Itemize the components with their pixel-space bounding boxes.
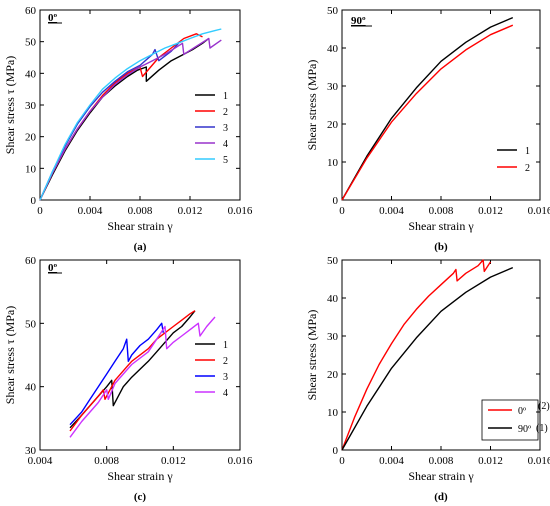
y-tick-label: 10: [327, 157, 339, 169]
legend-label: 4: [223, 139, 228, 150]
legend-label: 3: [223, 123, 228, 134]
x-tick-label: 0: [339, 455, 345, 467]
x-tick-label: 0: [339, 205, 345, 217]
legend-label: 5: [223, 155, 228, 166]
x-tick-label: 0.008: [429, 455, 454, 467]
y-tick-label: 0: [31, 195, 37, 207]
legend-label: 1: [525, 146, 530, 157]
series-line-5: [39, 28, 222, 201]
series-line-2: [341, 266, 514, 451]
legend-note: (1): [536, 423, 548, 434]
legend-label: 1: [223, 91, 228, 102]
x-tick-label: 0: [37, 205, 43, 217]
legend-label: 2: [223, 107, 228, 118]
x-tick-label: 0.012: [161, 455, 186, 467]
y-tick-label: 30: [25, 445, 37, 457]
y-tick-label: 30: [327, 331, 339, 343]
y-tick-label: 0: [333, 445, 339, 457]
x-axis-label: Shear strain γ: [408, 469, 474, 483]
legend-label: 4: [223, 388, 228, 399]
y-tick-label: 30: [25, 100, 37, 112]
y-tick-label: 20: [25, 132, 37, 144]
series-line-2: [39, 33, 203, 201]
y-tick-label: 40: [25, 68, 37, 80]
plot-frame: [341, 9, 541, 201]
y-tick-label: 60: [25, 5, 37, 17]
plot-frame: [39, 9, 241, 201]
series-line-1: [39, 37, 210, 201]
y-tick-label: 50: [327, 5, 339, 17]
series-line-3: [39, 41, 181, 201]
x-tick-label: 0.012: [178, 205, 203, 217]
x-tick-label: 0.016: [228, 455, 253, 467]
x-axis-label: Shear strain γ: [107, 469, 173, 483]
x-tick-label: 0.012: [478, 205, 503, 217]
legend-label: 2: [525, 163, 530, 174]
series-line-3: [69, 322, 164, 426]
y-tick-label: 10: [25, 163, 37, 175]
x-tick-label: 0.016: [528, 455, 550, 467]
x-axis-label: Shear strain γ: [408, 219, 474, 233]
y-tick-label: 50: [327, 255, 339, 267]
x-axis-label: Shear strain γ: [107, 219, 173, 233]
x-tick-label: 0.008: [94, 455, 119, 467]
chart-panel-2: 0 0.004 0.008 0.012 0.016 0 10 20 30 40 50 Shear st…: [305, 5, 550, 253]
y-axis-label: Shear stress τ (MPa): [3, 56, 17, 154]
y-axis-label: Shear stress τ (MPa): [3, 306, 17, 404]
y-tick-label: 50: [25, 37, 37, 49]
series-line-1: [69, 310, 196, 429]
y-tick-label: 60: [25, 255, 37, 267]
series-line-2: [341, 24, 514, 201]
legend-box: [481, 399, 539, 441]
y-tick-label: 50: [25, 318, 37, 330]
y-tick-label: 0: [333, 195, 339, 207]
legend-label: 1: [223, 340, 228, 351]
panel-label: (c): [134, 491, 147, 503]
x-tick-label: 0.016: [528, 205, 550, 217]
y-tick-label: 40: [327, 43, 339, 55]
y-tick-label: 40: [25, 382, 37, 394]
y-tick-label: 40: [327, 293, 339, 305]
y-tick-label: 10: [327, 407, 339, 419]
chart-panel-1: 0 0.004 0.008 0.012 0.016 0 10 20 30 40 50 60 Shear …: [3, 5, 253, 253]
series-line-4: [39, 37, 222, 201]
x-tick-label: 0.004: [28, 455, 53, 467]
x-tick-label: 0.004: [78, 205, 103, 217]
y-tick-label: 20: [327, 369, 339, 381]
panel-title: 90º: [351, 15, 366, 27]
panel-title: 0º: [48, 12, 58, 24]
series-line-1: [341, 259, 492, 451]
series-line-4: [69, 316, 216, 438]
legend-label: 3: [223, 372, 228, 383]
chart-panel-4: 0 0.004 0.008 0.012 0.016 0 10 20 30 40 50 Shear st…: [305, 255, 550, 503]
x-tick-label: 0.012: [478, 455, 503, 467]
plot-frame: [39, 259, 241, 451]
series-line-1: [341, 16, 514, 201]
panel-label: (d): [434, 491, 448, 503]
panel-label: (a): [134, 241, 147, 253]
x-tick-label: 0.016: [228, 205, 253, 217]
legend-label: 2: [223, 356, 228, 367]
legend-label: 90º: [518, 424, 531, 435]
x-tick-label: 0.004: [379, 205, 404, 217]
x-tick-label: 0.004: [379, 455, 404, 467]
legend-label: 0º: [518, 406, 526, 417]
y-tick-label: 30: [327, 81, 339, 93]
x-tick-label: 0.008: [429, 205, 454, 217]
legend-note: (2): [538, 401, 550, 412]
panel-title: 0º: [48, 262, 58, 274]
x-tick-label: 0.008: [128, 205, 153, 217]
panel-label: (b): [434, 241, 448, 253]
y-axis-label: Shear stress (MPa): [305, 310, 319, 401]
y-tick-label: 20: [327, 119, 339, 131]
chart-panel-3: 0.004 0.008 0.012 0.016 30 40 50 60 Shear strain…: [3, 255, 253, 503]
y-axis-label: Shear stress (MPa): [305, 60, 319, 151]
series-line-2: [69, 310, 196, 432]
plot-frame: [341, 259, 541, 451]
